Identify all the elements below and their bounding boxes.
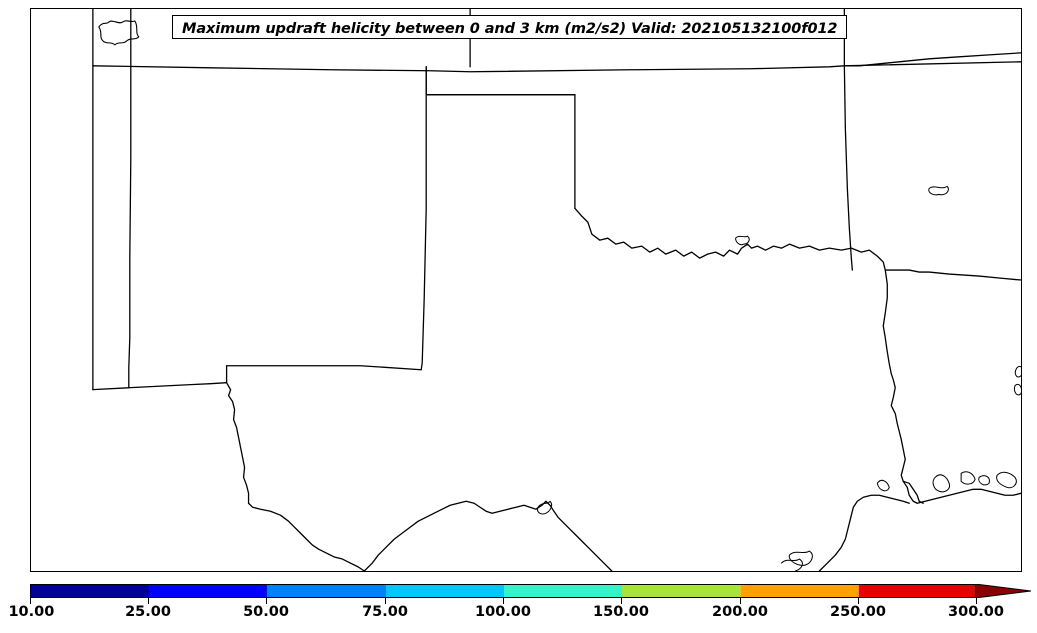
lake-texoma — [735, 235, 750, 246]
island-mustang — [978, 475, 990, 486]
colorbar-segment-200-250 — [741, 585, 859, 597]
colorbar-label-10: 10.00 — [8, 604, 55, 620]
map-geography — [92, 9, 1021, 571]
colorbar-segment-10-25 — [31, 585, 149, 597]
map-panel[interactable] — [30, 8, 1022, 572]
border-rio-grande-west — [225, 382, 365, 571]
lake-powell — [98, 20, 140, 46]
colorbar-label-100: 100.00 — [475, 604, 531, 620]
coastline-texas-gulf — [902, 480, 1021, 504]
border-newmexico-texas-panhandle — [420, 66, 427, 371]
colorbar-segment-150-200 — [622, 585, 741, 597]
colorbar-extend-max-arrow — [975, 584, 1031, 598]
colorbar-label-50: 50.00 — [243, 604, 289, 620]
border-arkansas-missouri — [843, 52, 1021, 67]
colorbar-segment-100-150 — [504, 585, 622, 597]
colorbar-segment-25-50 — [149, 585, 267, 597]
plot-title-box: Maximum updraft helicity between 0 and 3… — [172, 15, 848, 39]
colorbar-gradient[interactable] — [30, 584, 976, 598]
bay-matagorda — [960, 471, 976, 485]
colorbar-tick-250 — [858, 598, 859, 604]
border-newmexico-step — [225, 365, 422, 384]
bay-corpus — [996, 471, 1017, 489]
colorbar-tick-50 — [266, 598, 267, 604]
lake-oklahoma-small — [928, 185, 949, 196]
border-missouri-kansas-vertical — [843, 9, 853, 271]
bay-galveston — [932, 474, 951, 493]
colorbar-tick-100 — [503, 598, 504, 604]
colorbar-segment-75-100 — [386, 585, 504, 597]
colorbar-tick-10 — [30, 598, 31, 604]
colorbar-tick-200 — [740, 598, 741, 604]
colorbar-label-200: 200.00 — [712, 604, 768, 620]
lake-east-edge — [1014, 365, 1021, 378]
colorbar-tick-150 — [621, 598, 622, 604]
border-texas-oklahoma-red-river — [574, 207, 886, 271]
border-arizona-newmexico — [128, 9, 132, 389]
lake-east-edge-2 — [1014, 383, 1021, 396]
coastline-gulf-mexico — [818, 494, 910, 571]
river-detail-south — [788, 550, 813, 566]
colorbar-segment-50-75 — [267, 585, 386, 597]
border-four-corners-horizontal — [92, 61, 1021, 73]
colorbar-label-150: 150.00 — [593, 604, 649, 620]
colorbar-label-250: 250.00 — [830, 604, 886, 620]
colorbar-tick-300 — [976, 598, 977, 604]
plot-title-text: Maximum updraft helicity between 0 and 3… — [182, 21, 838, 37]
colorbar-tick-75 — [385, 598, 386, 604]
border-oklahoma-arkansas — [884, 269, 1021, 281]
border-rio-grande-bigbend — [363, 500, 613, 571]
lake-sabine — [876, 479, 890, 492]
border-newmexico-south — [92, 382, 228, 391]
colorbar-label-75: 75.00 — [362, 604, 408, 620]
colorbar[interactable]: 10.00 25.00 50.00 75.00 100.00 150.00 20… — [0, 578, 1037, 633]
border-texas-louisiana — [882, 269, 906, 482]
coastline-inland-detail — [780, 558, 803, 571]
colorbar-label-300: 300.00 — [948, 604, 1004, 620]
colorbar-tick-25 — [148, 598, 149, 604]
colorbar-segment-250-300 — [859, 585, 975, 597]
coastline-louisiana — [902, 480, 924, 504]
colorbar-label-25: 25.00 — [125, 604, 171, 620]
lake-amistad — [537, 500, 553, 515]
